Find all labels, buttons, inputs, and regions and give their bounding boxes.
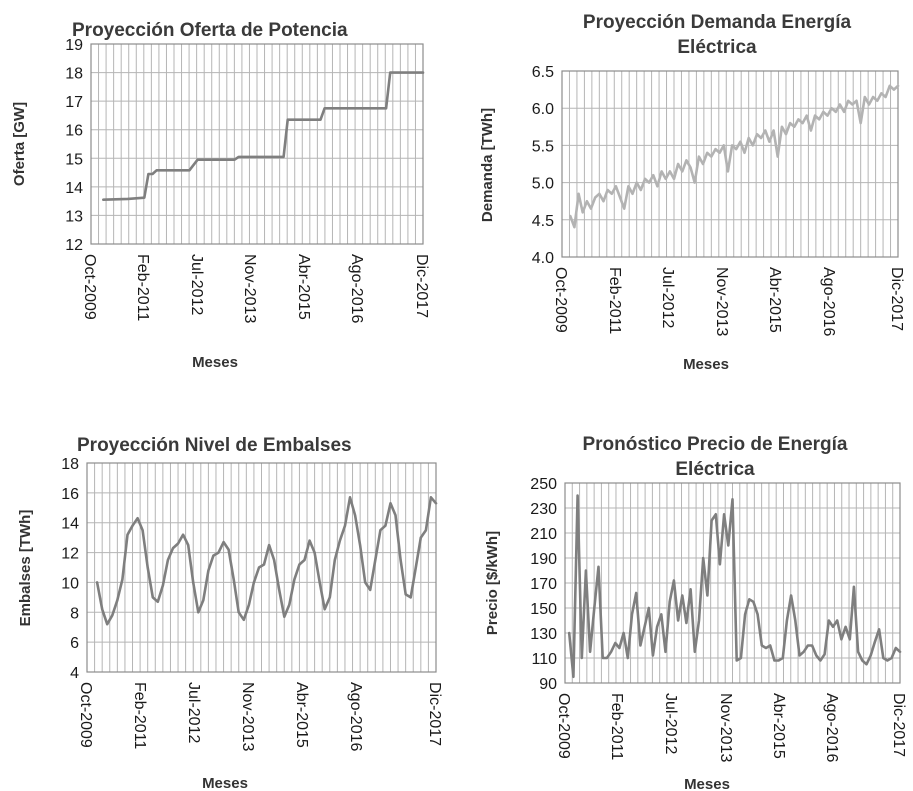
x-tick-label: Dic-2017 <box>426 682 443 746</box>
y-axis-title: Precio [$/kWh] <box>484 531 501 635</box>
y-tick-label: 110 <box>531 651 557 668</box>
y-tick-label: 4.0 <box>532 250 554 267</box>
chart-title: Proyección Oferta de Potencia <box>72 20 348 41</box>
chart-title: Eléctrica <box>675 459 755 480</box>
y-tick-label: 19 <box>65 37 83 54</box>
chart-title: Proyección Nivel de Embalses <box>77 435 352 456</box>
series-line <box>102 71 425 201</box>
y-tick-label: 12 <box>61 546 79 563</box>
y-tick-label: 16 <box>61 486 79 503</box>
y-tick-label: 10 <box>61 575 79 592</box>
y-axis-title: Embalses [TWh] <box>17 510 34 627</box>
y-tick-label: 14 <box>61 516 79 533</box>
chart-title: Eléctrica <box>677 37 757 58</box>
chart-demanda: 4.0 4.5 5.0 5.5 6.0 6.5 Oct-2009 Feb-2011 Jul-20… <box>479 12 905 373</box>
x-tick-label: Dic-2017 <box>888 267 905 331</box>
x-tick-label: Nov-2013 <box>713 267 730 336</box>
plot-area <box>86 462 437 673</box>
x-tick-label: Nov-2013 <box>239 682 256 751</box>
y-tick-label: 8 <box>70 605 79 622</box>
y-tick-label: 4 <box>70 665 79 682</box>
y-tick-label: 15 <box>65 151 83 168</box>
x-tick-label: Ago-2016 <box>820 267 837 336</box>
chart-embalses: 4 6 8 10 12 14 16 18 Oct-2009 Feb-2011 Jul-2012 Nov… <box>17 435 443 791</box>
x-tick-label: Feb-2011 <box>134 254 151 321</box>
series-line <box>95 496 438 626</box>
x-tick-label: Abr-2015 <box>295 254 312 320</box>
y-tick-label: 250 <box>530 476 557 493</box>
x-tick-label: Jul-2012 <box>188 254 205 315</box>
x-tick-label: Nov-2013 <box>241 254 258 323</box>
x-tick-label: Oct-2009 <box>77 682 94 748</box>
x-tick-label: Oct-2009 <box>552 267 569 333</box>
x-tick-label: Feb-2011 <box>606 267 623 334</box>
plot-area <box>564 482 901 684</box>
chart-oferta: 12 13 14 15 16 17 18 19 Oct-2009 Feb-2011 Jul-2012… <box>11 20 430 371</box>
x-axis-title: Meses <box>202 775 248 791</box>
y-tick-label: 17 <box>65 94 83 111</box>
series-line <box>569 84 900 229</box>
x-tick-label: Abr-2015 <box>770 693 787 759</box>
x-tick-label: Oct-2009 <box>555 693 572 759</box>
y-tick-label: 18 <box>65 66 83 83</box>
x-tick-label: Dic-2017 <box>890 693 907 757</box>
y-tick-label: 5.5 <box>532 138 554 155</box>
y-tick-label: 4.5 <box>532 213 554 230</box>
x-tick-label: Abr-2015 <box>293 682 310 748</box>
y-axis-title: Demanda [TWh] <box>479 108 496 222</box>
x-tick-label: Ago-2016 <box>348 254 365 323</box>
y-axis-title: Oferta [GW] <box>11 102 28 186</box>
x-tick-label: Feb-2011 <box>131 682 148 749</box>
y-tick-label: 5.0 <box>532 176 554 193</box>
x-tick-label: Oct-2009 <box>81 254 98 320</box>
x-axis-title: Meses <box>192 354 238 371</box>
plot-area <box>90 43 424 245</box>
y-tick-label: 150 <box>530 601 557 618</box>
x-tick-label: Jul-2012 <box>659 267 676 328</box>
x-tick-label: Nov-2013 <box>717 693 734 762</box>
x-tick-label: Jul-2012 <box>662 693 679 754</box>
y-tick-label: 130 <box>530 626 557 643</box>
y-tick-label: 14 <box>65 180 83 197</box>
plot-area <box>561 70 899 258</box>
y-tick-label: 13 <box>65 208 83 225</box>
y-tick-label: 6.5 <box>532 64 554 81</box>
x-tick-label: Feb-2011 <box>608 693 625 760</box>
y-tick-label: 18 <box>61 456 79 473</box>
chart-title: Pronóstico Precio de Energía <box>582 434 847 455</box>
y-tick-label: 190 <box>530 551 557 568</box>
x-axis-title: Meses <box>684 776 730 791</box>
chart-precio: 90 110 130 150 170 190 210 230 250 Oct-2009 Feb-20… <box>484 434 907 791</box>
y-tick-label: 90 <box>539 676 557 693</box>
y-tick-label: 210 <box>530 526 557 543</box>
x-axis-title: Meses <box>683 356 729 373</box>
x-tick-label: Jul-2012 <box>185 682 202 743</box>
y-tick-label: 12 <box>65 237 83 254</box>
y-tick-label: 16 <box>65 123 83 140</box>
y-tick-label: 6 <box>70 635 79 652</box>
series-line <box>567 494 902 679</box>
y-tick-label: 230 <box>530 501 557 518</box>
y-tick-label: 170 <box>530 576 557 593</box>
x-tick-label: Dic-2017 <box>413 254 430 318</box>
chart-title: Proyección Demanda Energía <box>583 12 852 33</box>
x-tick-label: Ago-2016 <box>347 682 364 751</box>
y-tick-label: 6.0 <box>532 101 554 118</box>
x-tick-label: Ago-2016 <box>823 693 840 762</box>
x-tick-label: Abr-2015 <box>766 267 783 333</box>
